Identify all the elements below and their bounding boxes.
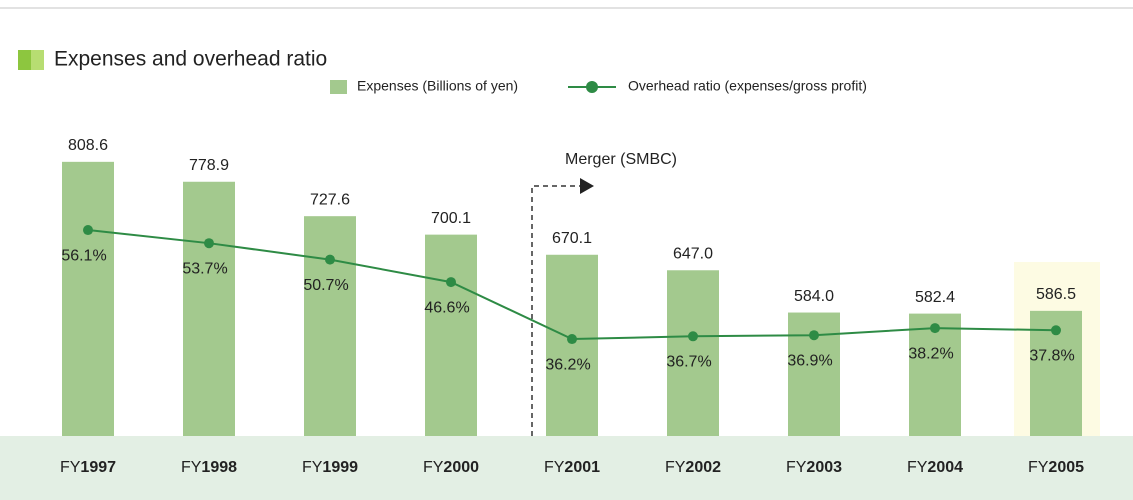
data-label: 670.1 [552,230,592,247]
data-label: 38.2% [908,345,953,362]
line-marker [809,330,819,341]
line-marker [83,225,93,236]
title-icon-part [18,50,31,70]
x-tick-label: FY2004 [907,459,963,476]
data-label: 36.2% [545,356,590,373]
data-label: 727.6 [310,191,350,208]
legend-swatch [330,80,347,94]
x-tick-label: FY2002 [665,459,721,476]
data-label: 37.8% [1029,348,1074,365]
data-label: 50.7% [303,277,348,294]
data-label: 56.1% [61,247,106,264]
x-tick-label: FY2000 [423,459,479,476]
x-tick-label: FY2005 [1028,459,1084,476]
bar [909,313,961,436]
line-marker [204,238,214,249]
x-tick-label: FY2003 [786,459,842,476]
line-marker [930,323,940,334]
data-label: 36.7% [666,354,711,371]
bar [667,270,719,436]
data-label: 53.7% [182,260,227,277]
data-label: 808.6 [68,137,108,154]
data-label: 586.5 [1036,286,1076,303]
bar [183,181,235,436]
legend: Expenses (Billions of yen) Overhead rati… [330,78,867,94]
category-band [0,436,1133,500]
merger-line [531,185,580,436]
x-tick-label: FY1999 [302,459,358,476]
bar [304,216,356,436]
data-label: 582.4 [915,289,955,306]
merger-arrow [580,178,594,194]
legend-label: Expenses (Billions of yen) [357,78,518,94]
chart-title: Expenses and overhead ratio [54,48,327,71]
legend-marker [586,81,598,93]
data-label: 584.0 [794,288,834,305]
bar [546,254,598,436]
data-label: 46.6% [424,299,469,316]
line-marker [325,254,335,265]
x-tick-label: FY1998 [181,459,237,476]
x-tick-label: FY1997 [60,459,116,476]
data-label: 647.0 [673,245,713,262]
x-tick-label: FY2001 [544,459,600,476]
line-marker [567,334,577,345]
data-label: 36.9% [787,352,832,369]
data-label: 700.1 [431,210,471,227]
line-marker [688,331,698,342]
annotation: Merger (SMBC) [565,151,677,168]
bar [425,234,477,436]
line-marker [446,277,456,288]
line-marker [1051,325,1061,336]
legend-label: Overhead ratio (expenses/gross profit) [628,78,867,94]
bar [62,161,114,436]
data-label: 778.9 [189,157,229,174]
